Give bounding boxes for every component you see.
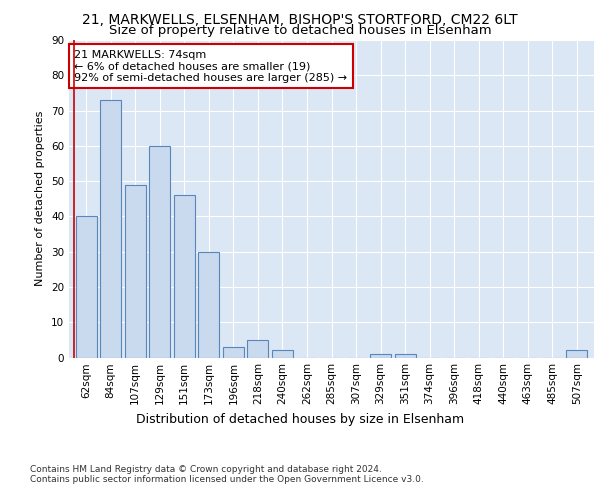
Bar xyxy=(100,100,121,357)
Bar xyxy=(272,350,293,358)
Text: Size of property relative to detached houses in Elsenham: Size of property relative to detached ho… xyxy=(109,24,491,37)
Bar xyxy=(174,195,195,358)
Bar xyxy=(76,216,97,358)
Bar xyxy=(370,354,391,358)
Text: Distribution of detached houses by size in Elsenham: Distribution of detached houses by size … xyxy=(136,412,464,426)
Bar xyxy=(395,354,416,358)
Text: Contains HM Land Registry data © Crown copyright and database right 2024.
Contai: Contains HM Land Registry data © Crown c… xyxy=(30,465,424,484)
Bar xyxy=(566,350,587,358)
Text: 21 MARKWELLS: 74sqm
← 6% of detached houses are smaller (19)
92% of semi-detache: 21 MARKWELLS: 74sqm ← 6% of detached hou… xyxy=(74,50,347,82)
Y-axis label: Number of detached properties: Number of detached properties xyxy=(35,111,46,286)
Bar xyxy=(199,252,219,358)
Text: 21, MARKWELLS, ELSENHAM, BISHOP'S STORTFORD, CM22 6LT: 21, MARKWELLS, ELSENHAM, BISHOP'S STORTF… xyxy=(82,12,518,26)
Bar xyxy=(247,340,268,357)
Bar xyxy=(125,184,146,358)
Bar xyxy=(149,146,170,358)
Bar xyxy=(223,347,244,358)
